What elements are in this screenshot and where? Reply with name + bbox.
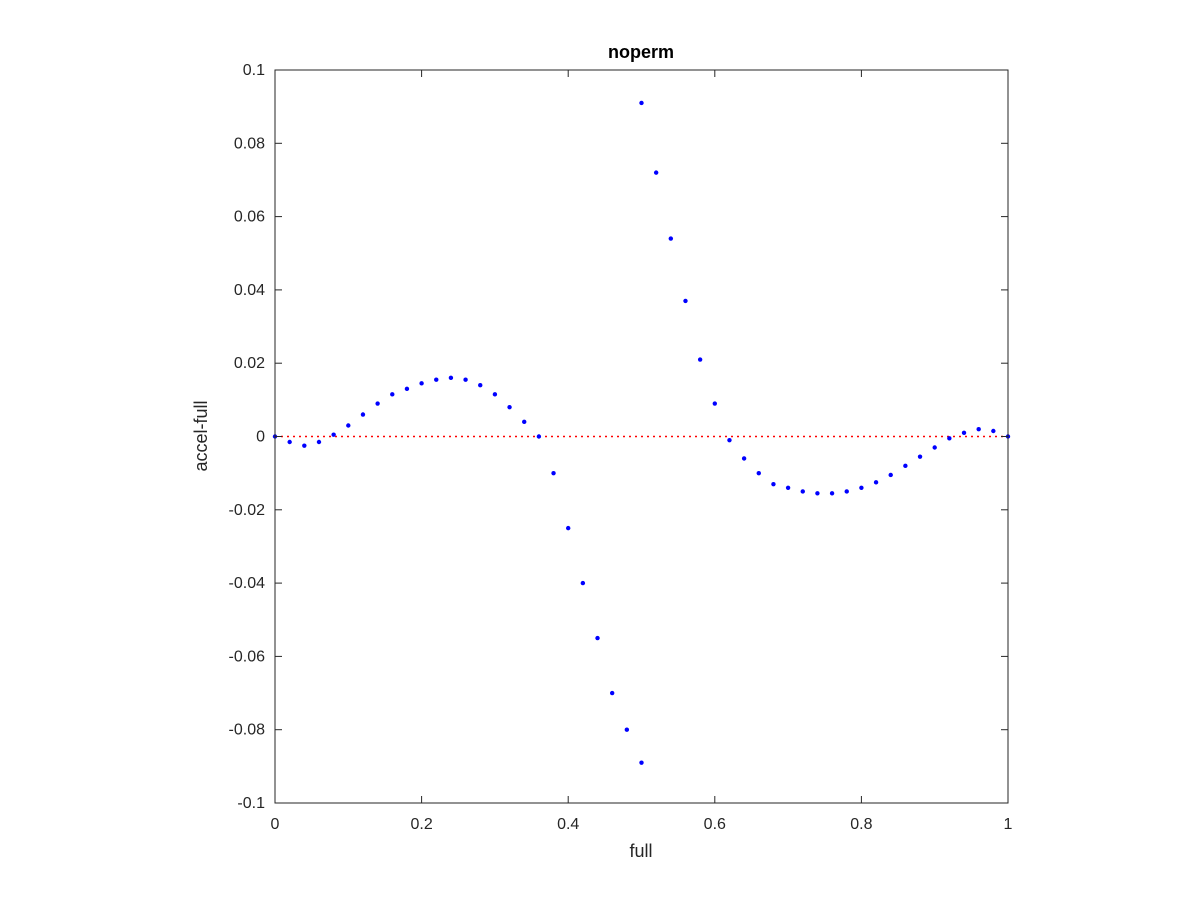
data-point [844,489,849,494]
data-point [551,470,556,476]
data-point [580,580,586,586]
data-point [419,381,424,386]
data-point [346,423,351,428]
data-point [287,439,292,445]
data-point [873,480,879,485]
data-point [609,690,615,696]
data-point [331,432,336,437]
data-point [478,382,483,388]
data-point [434,377,439,382]
y-tick-label: -0.08 [229,722,266,739]
x-axis-label: full [629,841,652,861]
data-point [595,635,600,641]
y-tick-label: 0.04 [234,282,265,299]
y-tick-label: -0.1 [237,795,265,812]
data-point [697,357,703,362]
data-point [917,454,923,459]
data-point [976,426,981,432]
y-tick-label: 0.08 [234,135,265,152]
x-tick-label: 0 [271,816,280,833]
data-point [829,491,835,496]
data-point [566,525,571,531]
data-point [463,377,468,382]
data-point [800,489,805,494]
x-tick-label: 1 [1004,816,1013,833]
y-tick-label: 0 [256,429,265,446]
data-point [741,456,747,461]
data-point [316,439,322,445]
data-point [683,298,688,304]
data-point [771,481,776,487]
y-axis-ticks: -0.1 -0.08 -0.06 -0.04 -0.02 0 0.02 0.04 0.06 0.0… [229,62,1008,812]
x-tick-label: 0.8 [850,816,872,833]
data-point [859,485,864,491]
data-point [653,170,659,175]
data-point [360,412,366,417]
data-point [756,470,761,476]
data-point [932,445,937,450]
data-point [492,392,498,397]
x-tick-label: 0.6 [704,816,726,833]
data-point [903,463,908,469]
data-point [390,392,395,397]
data-point [375,401,380,406]
data-point [712,401,717,406]
data-point [727,437,732,443]
x-tick-label: 0.2 [410,816,432,833]
data-point [302,443,307,448]
data-point [639,760,644,765]
data-point [785,485,791,491]
data-point [448,375,454,381]
data-point [961,430,967,436]
data-point [536,434,542,439]
y-tick-label: 0.1 [243,62,265,79]
data-point [522,419,527,425]
data-point [991,428,996,434]
data-point [624,727,630,732]
x-axis-ticks: 0 0.2 0.4 0.6 0.8 1 [271,70,1013,833]
y-axis-label: accel-full [191,400,211,471]
y-tick-label: 0.06 [234,209,265,226]
y-tick-label: -0.06 [229,648,266,665]
y-tick-label: 0.02 [234,355,265,372]
data-point [947,436,952,441]
y-tick-label: -0.02 [229,502,266,519]
data-point [404,386,410,392]
data-points-group [272,100,1011,765]
y-tick-label: -0.04 [229,575,266,592]
data-point [639,100,644,106]
data-point [668,236,674,241]
chart-title: noperm [608,42,674,62]
data-point [815,491,820,496]
data-point [507,404,512,410]
x-tick-label: 0.4 [557,816,579,833]
data-point [888,472,893,478]
